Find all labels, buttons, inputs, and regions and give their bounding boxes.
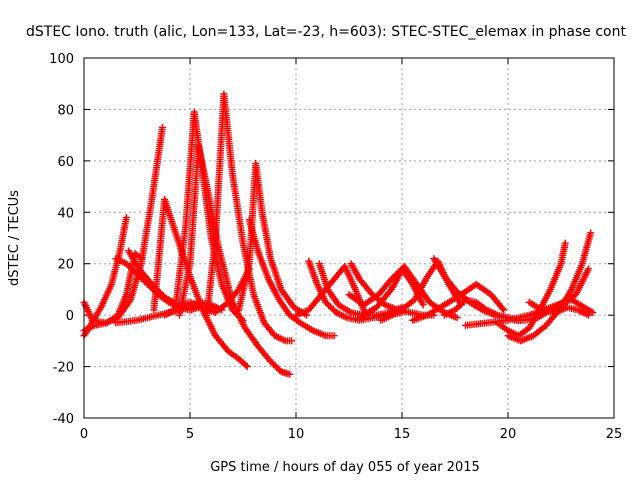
data-point — [500, 306, 508, 314]
y-tick-label: 0 — [66, 309, 74, 324]
data-point — [242, 361, 250, 369]
data-point — [243, 363, 251, 371]
data-points — [80, 90, 597, 378]
data-point — [498, 304, 506, 312]
data-point — [589, 309, 597, 317]
y-tick-label: -20 — [53, 361, 74, 376]
x-tick-label: 15 — [394, 427, 411, 442]
plot-frame — [83, 57, 615, 419]
y-tick-label: 100 — [49, 52, 74, 67]
x-tick-label: 10 — [288, 427, 305, 442]
data-point — [286, 370, 294, 378]
data-point — [137, 255, 145, 263]
data-point — [288, 337, 296, 345]
data-point — [158, 123, 166, 131]
x-tick-label: 0 — [80, 427, 88, 442]
y-tick-label: 20 — [57, 258, 74, 273]
data-point — [136, 253, 144, 261]
data-point — [419, 301, 427, 309]
data-point — [453, 314, 461, 322]
y-axis-label: dSTEC / TECUs — [7, 190, 22, 286]
x-tick-label: 25 — [606, 427, 623, 442]
y-tick-label: -40 — [53, 412, 74, 427]
data-point — [585, 311, 593, 319]
data-point — [561, 239, 569, 247]
y-tick-label: 60 — [57, 155, 74, 170]
data-point — [122, 213, 130, 221]
data-point — [587, 229, 595, 237]
y-tick-label: 80 — [57, 103, 74, 118]
data-point — [218, 306, 226, 314]
chart-title: dSTEC Iono. truth (alic, Lon=133, Lat=-2… — [26, 24, 626, 40]
data-point — [330, 332, 338, 340]
axis-ticks: 0 5 10 15 20 25 -40 -20 0 20 40 60 80 100 — [49, 52, 622, 442]
data-point — [585, 265, 593, 273]
x-axis-label: GPS time / hours of day 055 of year 2015 — [210, 460, 480, 475]
x-tick-label: 5 — [186, 427, 194, 442]
x-tick-label: 20 — [500, 427, 517, 442]
y-tick-label: 40 — [57, 206, 74, 221]
